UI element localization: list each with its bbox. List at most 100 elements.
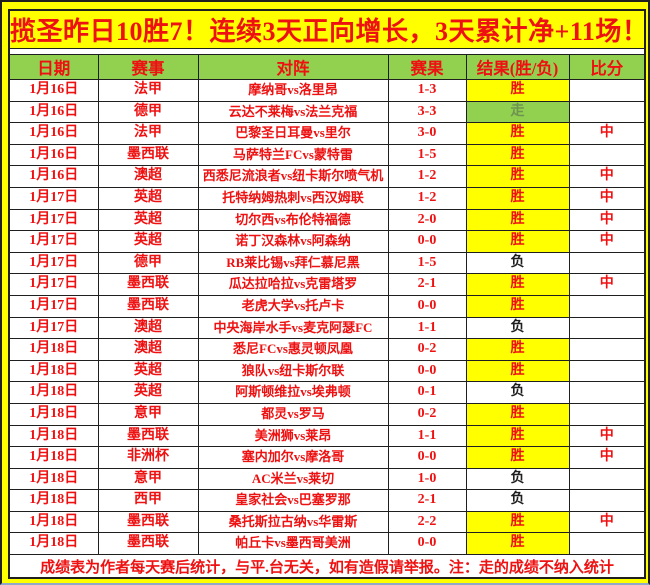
- match-cell: 都灵vs罗马: [197, 402, 389, 426]
- match-cell: 阿斯顿维拉vs埃弗顿: [197, 381, 389, 404]
- league-cell: 墨西联: [97, 273, 199, 296]
- hit-cell: [568, 402, 646, 426]
- league-cell: 英超: [97, 359, 199, 383]
- result-cell: 负: [465, 316, 570, 340]
- table-row: 1月17日 墨西联 瓜达拉哈拉vs克雷塔罗 2-1 胜 中: [8, 273, 646, 296]
- league-cell: 意甲: [97, 467, 199, 491]
- score-cell: 1-1: [387, 424, 467, 448]
- result-cell: 负: [465, 489, 570, 512]
- match-cell: 桑托斯拉古纳vs华雷斯: [197, 510, 389, 534]
- date-cell: 1月18日: [8, 402, 99, 426]
- hit-cell: 中: [568, 208, 646, 232]
- hit-cell: 中: [568, 165, 646, 188]
- result-cell: 胜: [465, 79, 570, 102]
- score-cell: 1-2: [387, 165, 467, 188]
- result-cell: 胜: [465, 230, 570, 253]
- hit-cell: [568, 100, 646, 124]
- score-cell: 0-0: [387, 294, 467, 318]
- date-cell: 1月18日: [8, 532, 99, 556]
- match-cell: 摩纳哥vs洛里昂: [197, 79, 389, 102]
- table-row: 1月17日 澳超 中央海岸水手vs麦克阿瑟FC 1-1 负: [8, 316, 646, 340]
- hit-cell: 中: [568, 446, 646, 469]
- hit-cell: 中: [568, 122, 646, 145]
- date-cell: 1月16日: [8, 100, 99, 124]
- table-row: 1月18日 墨西联 桑托斯拉古纳vs华雷斯 2-2 胜 中: [8, 510, 646, 534]
- result-cell: 负: [465, 467, 570, 491]
- result-cell: 走: [465, 100, 570, 124]
- table-row: 1月16日 澳超 西悉尼流浪者vs纽卡斯尔喷气机 1-2 胜 中: [8, 165, 646, 188]
- match-cell: 皇家社会vs巴塞罗那: [197, 489, 389, 512]
- result-cell: 胜: [465, 446, 570, 469]
- score-cell: 3-3: [387, 100, 467, 124]
- match-cell: 托特纳姆热刺vs西汉姆联: [197, 186, 389, 210]
- league-cell: 澳超: [97, 338, 199, 361]
- match-cell: 巴黎圣日耳曼vs里尔: [197, 122, 389, 145]
- match-cell: 瓜达拉哈拉vs克雷塔罗: [197, 273, 389, 296]
- date-cell: 1月17日: [8, 294, 99, 318]
- score-cell: 0-0: [387, 446, 467, 469]
- date-cell: 1月17日: [8, 251, 99, 275]
- date-cell: 1月17日: [8, 230, 99, 253]
- col-header-date: 日期: [8, 54, 99, 80]
- score-cell: 1-5: [387, 143, 467, 167]
- results-table: 揽圣昨日10胜7！连续3天正向增长，3天累计净+11场！ 日期 赛事 对阵 赛果…: [8, 9, 647, 580]
- hit-cell: 中: [568, 186, 646, 210]
- table-row: 1月18日 英超 阿斯顿维拉vs埃弗顿 0-1 负: [8, 381, 646, 404]
- hit-cell: 中: [568, 273, 646, 296]
- match-cell: 狼队vs纽卡斯尔联: [197, 359, 389, 383]
- date-cell: 1月17日: [8, 316, 99, 340]
- score-cell: 2-1: [387, 273, 467, 296]
- result-cell: 胜: [465, 143, 570, 167]
- date-cell: 1月16日: [8, 143, 99, 167]
- col-header-match: 对阵: [197, 54, 389, 80]
- match-cell: 西悉尼流浪者vs纽卡斯尔喷气机: [197, 165, 389, 188]
- hit-cell: 中: [568, 230, 646, 253]
- table-row: 1月17日 英超 诺丁汉森林vs阿森纳 0-0 胜 中: [8, 230, 646, 253]
- date-cell: 1月16日: [8, 122, 99, 145]
- league-cell: 英超: [97, 186, 199, 210]
- match-cell: 老虎大学vs托卢卡: [197, 294, 389, 318]
- table-row: 1月16日 德甲 云达不莱梅vs法兰克福 3-3 走: [8, 100, 646, 124]
- match-cell: RB莱比锡vs拜仁慕尼黑: [197, 251, 389, 275]
- result-cell: 胜: [465, 532, 570, 556]
- score-cell: 0-0: [387, 359, 467, 383]
- hit-cell: [568, 489, 646, 512]
- table-row: 1月17日 德甲 RB莱比锡vs拜仁慕尼黑 1-5 负: [8, 251, 646, 275]
- table-row: 1月18日 意甲 AC米兰vs莱切 1-0 负: [8, 467, 646, 491]
- result-cell: 胜: [465, 359, 570, 383]
- hit-cell: [568, 359, 646, 383]
- date-cell: 1月17日: [8, 186, 99, 210]
- score-cell: 2-1: [387, 489, 467, 512]
- date-cell: 1月18日: [8, 381, 99, 404]
- score-cell: 3-0: [387, 122, 467, 145]
- table-row: 1月18日 非洲杯 塞内加尔vs摩洛哥 0-0 胜 中: [8, 446, 646, 469]
- table-row: 1月18日 墨西联 美洲狮vs莱昂 1-1 胜 中: [8, 424, 646, 448]
- table-row: 1月17日 墨西联 老虎大学vs托卢卡 0-0 胜: [8, 294, 646, 318]
- match-cell: 诺丁汉森林vs阿森纳: [197, 230, 389, 253]
- result-cell: 胜: [465, 186, 570, 210]
- hit-cell: [568, 532, 646, 556]
- date-cell: 1月18日: [8, 467, 99, 491]
- table-row: 1月18日 英超 狼队vs纽卡斯尔联 0-0 胜: [8, 359, 646, 383]
- match-cell: 美洲狮vs莱昂: [197, 424, 389, 448]
- col-header-score: 赛果: [387, 54, 467, 80]
- league-cell: 墨西联: [97, 532, 199, 556]
- date-cell: 1月17日: [8, 273, 99, 296]
- match-cell: AC米兰vs莱切: [197, 467, 389, 491]
- footer-row: 成绩表为作者每天赛后统计，与平.台无关，如有造假请举报。注：走的成绩不纳入统计: [8, 554, 646, 579]
- league-cell: 澳超: [97, 316, 199, 340]
- table-row: 1月18日 意甲 都灵vs罗马 0-2 胜: [8, 402, 646, 426]
- score-cell: 1-0: [387, 467, 467, 491]
- table-row: 1月16日 墨西联 马萨特兰FCvs蒙特雷 1-5 胜: [8, 143, 646, 167]
- hit-cell: [568, 467, 646, 491]
- header-row: 日期 赛事 对阵 赛果 结果(胜/负) 比分: [8, 54, 646, 80]
- result-cell: 负: [465, 251, 570, 275]
- hit-cell: [568, 294, 646, 318]
- match-cell: 悉尼FCvs惠灵顿凤凰: [197, 338, 389, 361]
- page-title: 揽圣昨日10胜7！连续3天正向增长，3天累计净+11场！: [8, 9, 646, 49]
- date-cell: 1月17日: [8, 208, 99, 232]
- date-cell: 1月18日: [8, 510, 99, 534]
- table-row: 1月18日 墨西联 帕丘卡vs墨西哥美洲 0-0 胜: [8, 532, 646, 556]
- league-cell: 法甲: [97, 79, 199, 102]
